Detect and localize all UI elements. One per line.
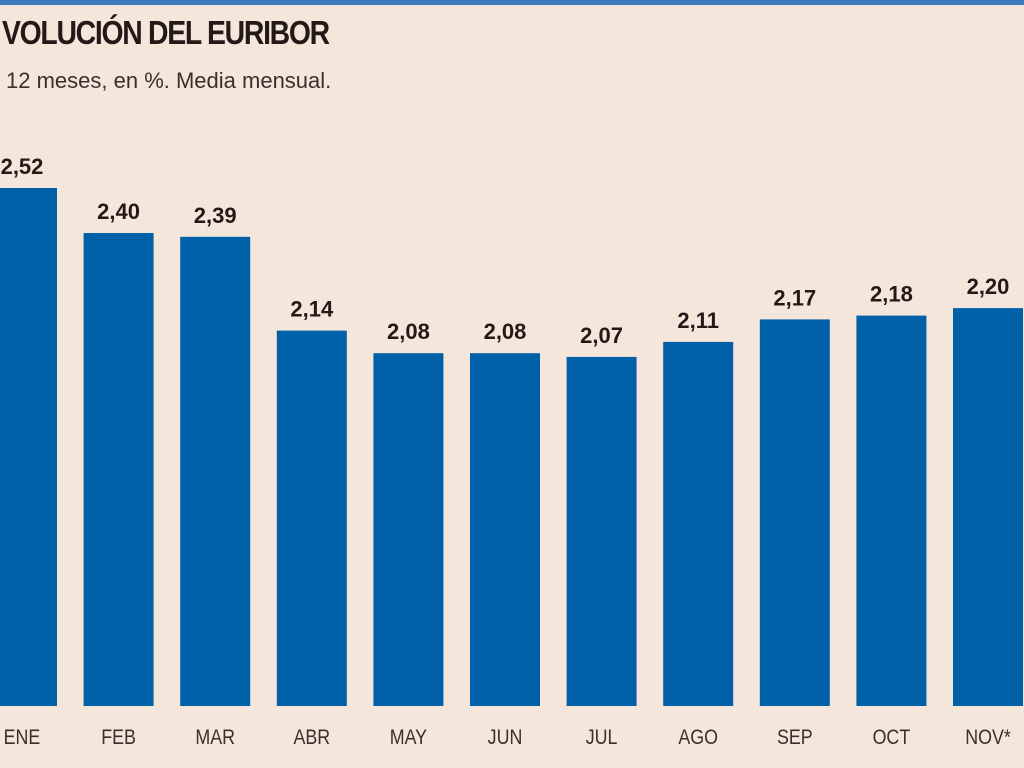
value-label: 2,18	[870, 282, 913, 307]
category-label: ABR	[293, 726, 330, 750]
category-label: JUL	[586, 726, 618, 750]
bar-may	[373, 353, 444, 706]
category-label: FEB	[101, 726, 136, 750]
bar-mar	[180, 236, 251, 707]
top-accent-rule	[0, 0, 1024, 5]
value-label: 2,40	[97, 199, 140, 224]
value-label: 2,14	[290, 297, 334, 322]
value-label: 2,11	[677, 308, 719, 333]
bars-group	[0, 188, 1023, 707]
category-label: NOV*	[965, 726, 1011, 750]
value-label: 2,39	[194, 203, 237, 228]
bar-ago	[663, 341, 734, 706]
bar-sep	[759, 319, 830, 706]
category-label: SEP	[777, 726, 813, 750]
chart-subtitle: 12 meses, en %. Media mensual.	[6, 68, 332, 93]
bar-jul	[566, 356, 637, 706]
chart-title: VOLUCIÓN DEL EURIBOR	[2, 14, 330, 51]
bar-abr	[276, 330, 347, 706]
category-label: OCT	[873, 726, 911, 750]
category-label: AGO	[678, 726, 718, 750]
category-labels-group: ENE FEB MAR ABR MAY JUN JUL AGO SEP OCT NOV*	[4, 726, 1012, 750]
bar-nov	[953, 308, 1023, 706]
value-label: 2,52	[1, 154, 44, 179]
value-label: 2,17	[773, 285, 816, 310]
value-label: 2,08	[387, 319, 430, 344]
bar-feb	[83, 233, 154, 706]
value-labels-group: 2,52 2,40 2,39 2,14 2,08 2,08 2,07 2,11 2,17 2,18…	[1, 154, 1010, 348]
category-label: MAY	[390, 726, 427, 750]
bar-oct	[856, 315, 927, 706]
bar-jun	[470, 353, 540, 706]
category-label: ENE	[4, 726, 41, 750]
value-label: 2,08	[484, 319, 527, 344]
bar-ene	[0, 188, 57, 706]
value-label: 2,20	[967, 274, 1010, 299]
value-label: 2,07	[580, 323, 623, 348]
category-label: MAR	[195, 726, 235, 750]
category-label: JUN	[488, 726, 523, 750]
